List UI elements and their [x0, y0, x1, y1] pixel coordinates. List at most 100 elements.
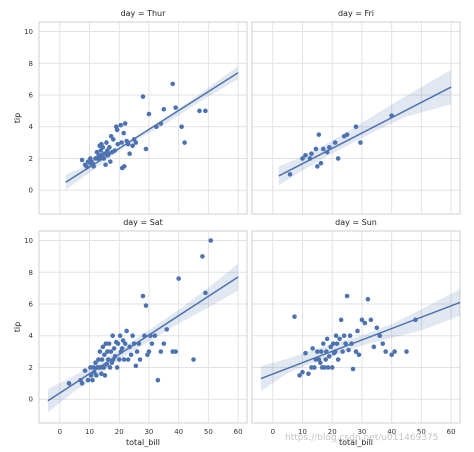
data-point: [316, 132, 322, 137]
data-point: [404, 349, 409, 354]
data-point: [100, 145, 106, 150]
data-point: [101, 156, 107, 161]
data-point: [116, 357, 122, 362]
data-point: [117, 333, 123, 339]
data-point: [173, 349, 178, 354]
y-tick-label: 6: [29, 91, 34, 99]
data-point: [347, 333, 353, 339]
data-point: [365, 296, 371, 302]
x-tick-label: 20: [115, 428, 124, 436]
data-point: [102, 151, 107, 157]
data-point: [103, 341, 109, 346]
data-point: [344, 293, 350, 299]
data-point: [300, 156, 305, 161]
data-point: [161, 341, 167, 346]
data-point: [128, 352, 134, 358]
data-point: [149, 341, 155, 346]
data-point: [130, 333, 135, 339]
data-point: [115, 341, 121, 346]
data-point: [91, 164, 96, 169]
data-point: [140, 94, 146, 99]
x-tick-label: 60: [447, 428, 456, 436]
data-point: [108, 349, 114, 354]
data-point: [148, 333, 153, 339]
data-point: [131, 341, 137, 346]
data-point: [323, 357, 328, 362]
data-point: [158, 349, 164, 354]
data-point: [146, 111, 152, 117]
confidence-band: [278, 69, 452, 186]
data-point: [127, 344, 132, 350]
data-point: [355, 328, 360, 334]
y-tick-label: 0: [29, 187, 33, 195]
data-point: [389, 352, 394, 358]
data-point: [106, 341, 112, 346]
data-point: [377, 333, 383, 339]
data-point: [307, 156, 313, 161]
data-point: [118, 122, 124, 128]
data-point: [358, 140, 363, 145]
data-point: [359, 317, 365, 323]
data-point: [297, 373, 302, 378]
x-tick-label: 0: [271, 428, 275, 436]
data-point: [84, 164, 89, 169]
data-point: [208, 238, 214, 243]
x-tick-label: 30: [357, 428, 366, 436]
data-point: [374, 325, 380, 331]
data-point: [337, 336, 342, 342]
data-point: [99, 371, 104, 377]
data-point: [179, 124, 184, 130]
data-point: [330, 341, 336, 346]
x-tick-label: 40: [174, 428, 183, 436]
x-tick-label: 40: [387, 428, 396, 436]
data-point: [335, 357, 341, 362]
data-point: [310, 346, 315, 351]
data-point: [356, 352, 362, 358]
data-point: [332, 349, 338, 354]
data-point: [133, 363, 139, 369]
data-point: [323, 349, 329, 354]
data-point: [91, 365, 96, 370]
panel-sun: day = Sun 0 10 20 30 40 50 60 total_bill: [251, 218, 461, 447]
data-point: [341, 333, 347, 339]
data-point: [133, 140, 139, 145]
data-point: [318, 349, 324, 354]
panel-frame: [38, 21, 248, 215]
data-point: [315, 164, 320, 169]
data-point: [115, 141, 121, 147]
data-point: [124, 328, 129, 334]
data-point: [334, 341, 340, 346]
data-point: [97, 349, 103, 354]
data-point: [306, 371, 311, 377]
x-axis-label: total_bill: [339, 438, 373, 447]
data-point: [112, 148, 118, 153]
panel-title: day = Sat: [123, 218, 163, 227]
data-point: [108, 159, 113, 164]
data-point: [287, 172, 293, 177]
data-point: [137, 357, 143, 362]
data-point: [142, 333, 147, 339]
data-point: [203, 290, 208, 296]
x-tick-label: 10: [298, 428, 307, 436]
data-point: [99, 357, 105, 362]
panel-frame: [38, 230, 248, 424]
panel-title: day = Sun: [335, 218, 377, 227]
data-point: [146, 349, 152, 354]
data-point: [125, 141, 131, 147]
regression-line: [278, 86, 452, 177]
x-tick-label: 0: [58, 428, 62, 436]
data-point: [340, 349, 345, 354]
data-point: [107, 365, 113, 370]
data-point: [413, 317, 418, 323]
panel-title: day = Thur: [121, 9, 167, 18]
data-point: [344, 132, 350, 137]
data-point: [324, 149, 330, 155]
data-point: [134, 349, 140, 354]
data-point: [303, 152, 308, 158]
data-point: [119, 140, 124, 145]
data-point: [389, 113, 394, 118]
data-point: [315, 349, 320, 354]
y-tick-label: 2: [29, 155, 33, 163]
data-point: [325, 365, 331, 370]
data-point: [170, 81, 176, 87]
